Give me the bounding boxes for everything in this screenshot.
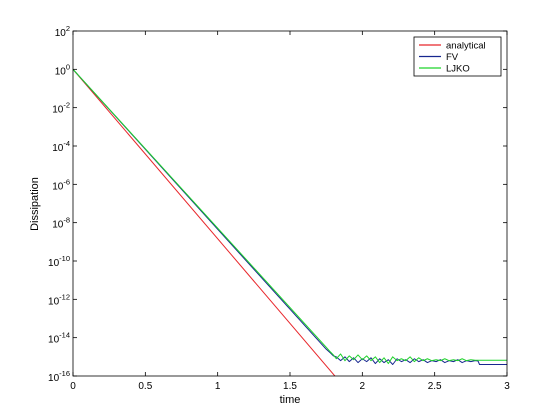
series-line-ljko bbox=[73, 68, 507, 365]
x-tick-label: 0.5 bbox=[138, 381, 152, 392]
ticks-layer: 0 0.5 1 1.5 2 2.5 3 102 100 10-2 10-4 10-6 10-8 10-10… bbox=[48, 24, 510, 392]
y-axis-label: Dissipation bbox=[29, 177, 41, 231]
x-tick-label: 0 bbox=[70, 381, 76, 392]
y-tick-label: 102 bbox=[55, 24, 70, 39]
legend-label-ljko: LJKO bbox=[446, 64, 470, 75]
legend-label-analytical: analytical bbox=[446, 41, 486, 52]
y-tick-label: 10-10 bbox=[48, 254, 70, 269]
plot-area bbox=[73, 31, 507, 376]
y-tick-label: 10-12 bbox=[48, 292, 70, 307]
x-axis-label: time bbox=[280, 394, 301, 406]
y-tick-label: 10-16 bbox=[48, 369, 70, 384]
y-tick-label: 10-4 bbox=[52, 139, 70, 154]
y-tick-label: 100 bbox=[55, 62, 70, 77]
x-tick-label: 2 bbox=[360, 381, 366, 392]
x-tick-label: 3 bbox=[504, 381, 510, 392]
legend-label-fv: FV bbox=[446, 52, 459, 63]
plot-frame bbox=[72, 30, 508, 377]
x-tick-label: 1 bbox=[215, 381, 221, 392]
series-layer bbox=[73, 68, 507, 376]
series-line-fv bbox=[73, 68, 507, 365]
x-tick-label: 2.5 bbox=[428, 381, 442, 392]
y-tick-label: 10-2 bbox=[52, 101, 70, 116]
y-tick-label: 10-6 bbox=[52, 177, 70, 192]
x-tick-label: 1.5 bbox=[283, 381, 297, 392]
y-tick-label: 10-14 bbox=[48, 331, 70, 346]
y-tick-label: 10-8 bbox=[52, 216, 70, 231]
series-line-analytical bbox=[73, 69, 336, 376]
